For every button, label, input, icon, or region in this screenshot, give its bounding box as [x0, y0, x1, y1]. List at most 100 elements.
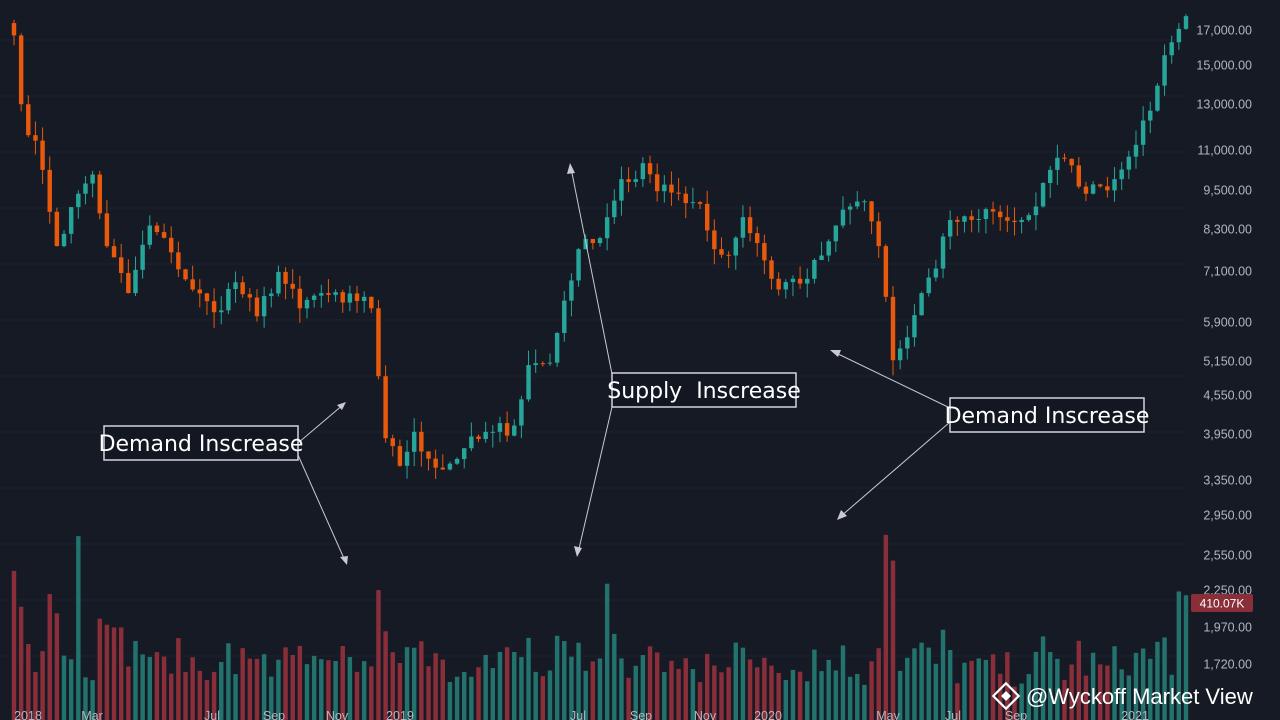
candle-body	[1098, 184, 1102, 186]
volume-bar	[176, 638, 180, 720]
candle-body	[341, 292, 345, 302]
volume-bar	[533, 672, 537, 720]
candle-body	[1177, 29, 1181, 42]
volume-bar	[126, 666, 130, 720]
volume-bar	[798, 672, 802, 720]
candle-body	[1034, 206, 1038, 215]
candle-body	[48, 170, 52, 212]
candle-body	[719, 249, 723, 255]
candle-body	[1105, 186, 1109, 190]
volume-bar	[684, 658, 688, 720]
annotation-label: Demand Inscrease	[945, 404, 1150, 429]
candle-body	[298, 289, 302, 309]
candle-body	[941, 237, 945, 269]
volume-bar	[862, 685, 866, 720]
candle-body	[240, 282, 244, 294]
x-tick-label: Jul	[204, 709, 220, 720]
annotation-demand-1: Demand Inscrease	[99, 402, 348, 565]
candle-body	[140, 245, 144, 270]
volume-bar	[62, 656, 66, 720]
candle-body	[483, 432, 487, 439]
volume-bar	[726, 667, 730, 720]
volume-bar	[290, 655, 294, 720]
candle-body	[934, 269, 938, 278]
volume-bar	[183, 672, 187, 720]
candle-body	[776, 279, 780, 290]
x-tick-label: Nov	[326, 709, 349, 720]
candle-body	[362, 297, 366, 301]
volume-bar	[805, 681, 809, 720]
candle-body	[233, 282, 237, 289]
volume-bar	[912, 648, 916, 720]
x-tick-label: Jul	[945, 709, 961, 720]
volume-bar	[784, 680, 788, 720]
candle-body	[162, 232, 166, 238]
volume-bar	[927, 648, 931, 720]
volume-bar	[655, 652, 659, 720]
candle-body	[619, 179, 623, 200]
watermark: @Wyckoff Market View	[993, 683, 1253, 709]
candle-body	[1119, 170, 1123, 180]
x-tick-label: May	[876, 709, 900, 720]
candle-body	[1155, 86, 1159, 111]
candle-body	[319, 293, 323, 296]
volume-bar	[369, 666, 373, 720]
volume-bar	[562, 641, 566, 720]
y-tick-label: 11,000.00	[1197, 144, 1252, 158]
candle-body	[269, 294, 273, 297]
volume-bar	[741, 648, 745, 720]
candle-body	[598, 238, 602, 243]
volume-bar	[512, 652, 516, 720]
volume-bar	[433, 653, 437, 720]
volume-bar	[605, 584, 609, 720]
candle-body	[1148, 111, 1152, 121]
volume-bar	[977, 658, 981, 720]
candle-body	[476, 436, 480, 439]
volume-bar	[676, 669, 680, 720]
volume-bar	[969, 661, 973, 720]
candle-body	[198, 289, 202, 293]
candle-body	[562, 301, 566, 333]
candle-body	[433, 459, 437, 468]
candle-body	[12, 23, 16, 35]
candle-body	[591, 239, 595, 243]
candle-body	[376, 308, 380, 376]
volume-bar	[383, 631, 387, 720]
volume-bar	[248, 659, 252, 720]
candle-body	[126, 273, 130, 293]
volume-bar	[255, 659, 259, 720]
candle-body	[455, 459, 459, 464]
volume-bar	[226, 643, 230, 720]
volume-bar	[834, 670, 838, 720]
candle-body	[569, 280, 573, 300]
candle-body	[1069, 159, 1073, 166]
x-tick-label: Sep	[630, 709, 652, 720]
volume-bar	[162, 657, 166, 720]
candle-body	[819, 255, 823, 260]
candle-body	[919, 293, 923, 315]
candle-body	[705, 204, 709, 231]
y-tick-label: 1,720.00	[1203, 658, 1252, 672]
volume-bar	[298, 646, 302, 720]
candle-body	[734, 238, 738, 256]
volume-bar	[12, 571, 16, 720]
y-tick-label: 5,900.00	[1203, 316, 1252, 330]
volume-bar	[319, 659, 323, 720]
candle-body	[555, 333, 559, 363]
candle-body	[962, 216, 966, 222]
candle-body	[691, 202, 695, 203]
volume-bar	[812, 650, 816, 720]
candle-body	[876, 221, 880, 246]
volume-bar	[662, 672, 666, 720]
volume-bar	[133, 641, 137, 720]
grid	[0, 40, 1186, 656]
candle-body	[955, 220, 959, 222]
candle-body	[355, 293, 359, 301]
candle-body	[684, 194, 688, 203]
volume-bar	[55, 613, 59, 720]
candle-body	[205, 293, 209, 301]
candle-body	[512, 426, 516, 436]
candle-body	[255, 298, 259, 317]
volume-bar	[312, 656, 316, 720]
